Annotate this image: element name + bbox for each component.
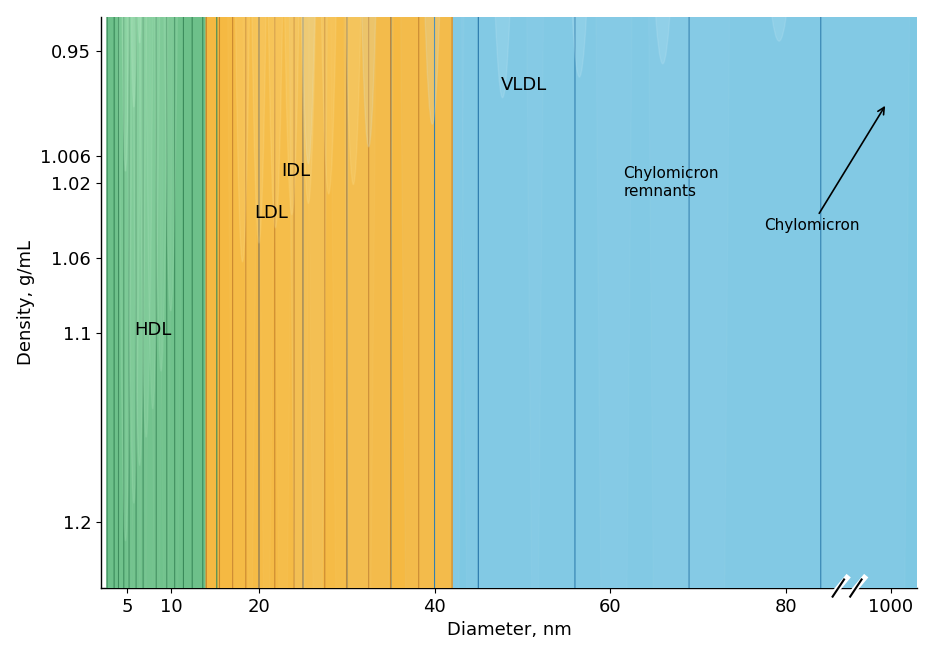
Ellipse shape xyxy=(435,0,570,656)
Ellipse shape xyxy=(146,0,177,656)
Circle shape xyxy=(107,0,156,656)
Circle shape xyxy=(478,0,934,656)
Text: VLDL: VLDL xyxy=(501,75,546,94)
Text: LDL: LDL xyxy=(255,204,289,222)
Ellipse shape xyxy=(278,0,338,656)
Ellipse shape xyxy=(130,0,149,466)
Ellipse shape xyxy=(449,0,557,98)
Ellipse shape xyxy=(132,0,148,43)
Circle shape xyxy=(114,0,167,656)
Ellipse shape xyxy=(225,0,260,262)
Circle shape xyxy=(206,0,303,656)
Ellipse shape xyxy=(255,0,296,228)
Circle shape xyxy=(390,0,689,656)
Ellipse shape xyxy=(391,0,474,124)
Ellipse shape xyxy=(270,0,314,215)
Ellipse shape xyxy=(278,0,338,656)
Circle shape xyxy=(434,0,821,656)
Ellipse shape xyxy=(127,0,141,107)
Circle shape xyxy=(233,0,347,656)
Circle shape xyxy=(129,0,192,656)
Circle shape xyxy=(119,0,175,656)
Circle shape xyxy=(219,0,325,656)
X-axis label: Diameter, nm: Diameter, nm xyxy=(446,621,572,640)
Y-axis label: Density, g/mL: Density, g/mL xyxy=(17,240,35,365)
Ellipse shape xyxy=(337,0,401,147)
Ellipse shape xyxy=(264,0,319,656)
Ellipse shape xyxy=(318,0,389,656)
Ellipse shape xyxy=(510,0,649,77)
Ellipse shape xyxy=(249,0,301,656)
Circle shape xyxy=(294,0,452,656)
Ellipse shape xyxy=(562,0,934,656)
Ellipse shape xyxy=(605,0,934,41)
Circle shape xyxy=(303,0,478,656)
Circle shape xyxy=(246,0,369,656)
Ellipse shape xyxy=(240,0,278,243)
Ellipse shape xyxy=(158,0,184,311)
Ellipse shape xyxy=(122,0,146,656)
Ellipse shape xyxy=(574,0,751,64)
Circle shape xyxy=(136,0,203,656)
Text: Chylomicron
remnants: Chylomicron remnants xyxy=(623,167,719,199)
Circle shape xyxy=(259,0,390,656)
Ellipse shape xyxy=(325,0,382,184)
Circle shape xyxy=(275,0,418,656)
Text: HDL: HDL xyxy=(134,321,172,338)
Ellipse shape xyxy=(220,0,264,656)
Ellipse shape xyxy=(303,0,355,194)
Ellipse shape xyxy=(381,0,484,656)
Ellipse shape xyxy=(141,0,164,409)
Ellipse shape xyxy=(127,0,152,656)
Circle shape xyxy=(124,0,183,656)
Ellipse shape xyxy=(149,0,173,371)
Ellipse shape xyxy=(285,0,332,203)
Ellipse shape xyxy=(296,0,361,656)
Ellipse shape xyxy=(115,0,136,656)
Ellipse shape xyxy=(135,0,157,437)
Circle shape xyxy=(417,0,934,656)
Ellipse shape xyxy=(154,0,188,656)
Circle shape xyxy=(259,0,390,656)
Ellipse shape xyxy=(492,0,666,656)
Ellipse shape xyxy=(235,0,283,656)
Ellipse shape xyxy=(552,0,773,656)
Ellipse shape xyxy=(117,0,134,541)
Ellipse shape xyxy=(119,0,132,171)
Ellipse shape xyxy=(124,0,143,503)
Circle shape xyxy=(143,0,217,656)
Ellipse shape xyxy=(133,0,160,656)
Ellipse shape xyxy=(329,0,408,656)
Ellipse shape xyxy=(285,0,332,164)
Ellipse shape xyxy=(138,0,167,656)
Text: Chylomicron: Chylomicron xyxy=(764,108,884,234)
Text: IDL: IDL xyxy=(281,162,310,180)
Circle shape xyxy=(347,0,575,656)
